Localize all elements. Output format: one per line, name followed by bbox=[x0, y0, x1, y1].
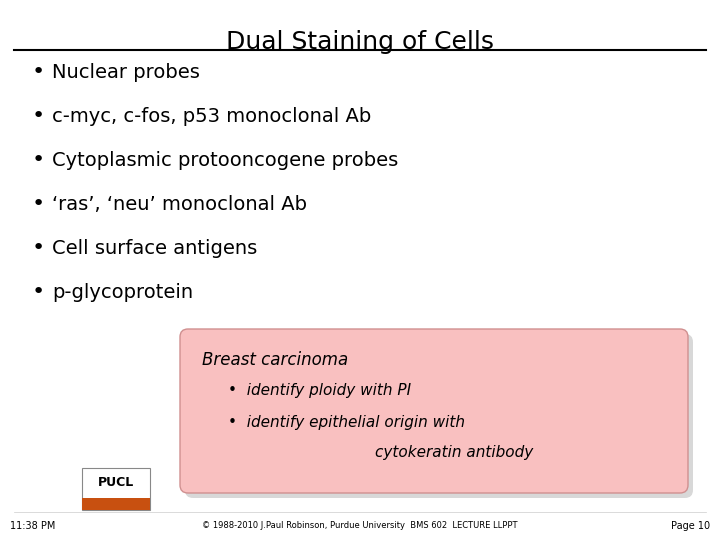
Text: Page 10: Page 10 bbox=[671, 521, 710, 531]
Text: •: • bbox=[32, 194, 45, 214]
Text: 11:38 PM: 11:38 PM bbox=[10, 521, 55, 531]
Text: Breast carcinoma: Breast carcinoma bbox=[202, 351, 348, 369]
Text: Cell surface antigens: Cell surface antigens bbox=[52, 239, 257, 258]
Text: •: • bbox=[32, 106, 45, 126]
Text: cytokeratin antibody: cytokeratin antibody bbox=[375, 445, 533, 460]
Bar bbox=[82, 498, 150, 510]
Bar bbox=[82, 468, 150, 510]
Text: Cytoplasmic protooncogene probes: Cytoplasmic protooncogene probes bbox=[52, 151, 398, 170]
Text: ‘ras’, ‘neu’ monoclonal Ab: ‘ras’, ‘neu’ monoclonal Ab bbox=[52, 194, 307, 213]
Text: c-myc, c-fos, p53 monoclonal Ab: c-myc, c-fos, p53 monoclonal Ab bbox=[52, 106, 372, 125]
Text: p-glycoprotein: p-glycoprotein bbox=[52, 282, 193, 301]
Text: Dual Staining of Cells: Dual Staining of Cells bbox=[226, 30, 494, 54]
Text: •  identify ploidy with PI: • identify ploidy with PI bbox=[228, 383, 411, 398]
Text: •: • bbox=[32, 150, 45, 170]
FancyBboxPatch shape bbox=[180, 329, 688, 493]
FancyBboxPatch shape bbox=[185, 334, 693, 498]
Text: •  identify epithelial origin with: • identify epithelial origin with bbox=[228, 415, 465, 430]
Text: © 1988-2010 J.Paul Robinson, Purdue University  BMS 602  LECTURE LLPPT: © 1988-2010 J.Paul Robinson, Purdue Univ… bbox=[202, 522, 518, 530]
Text: •: • bbox=[32, 62, 45, 82]
Text: •: • bbox=[32, 282, 45, 302]
Text: •: • bbox=[32, 238, 45, 258]
Text: Nuclear probes: Nuclear probes bbox=[52, 63, 200, 82]
Text: PUCL: PUCL bbox=[98, 476, 134, 489]
